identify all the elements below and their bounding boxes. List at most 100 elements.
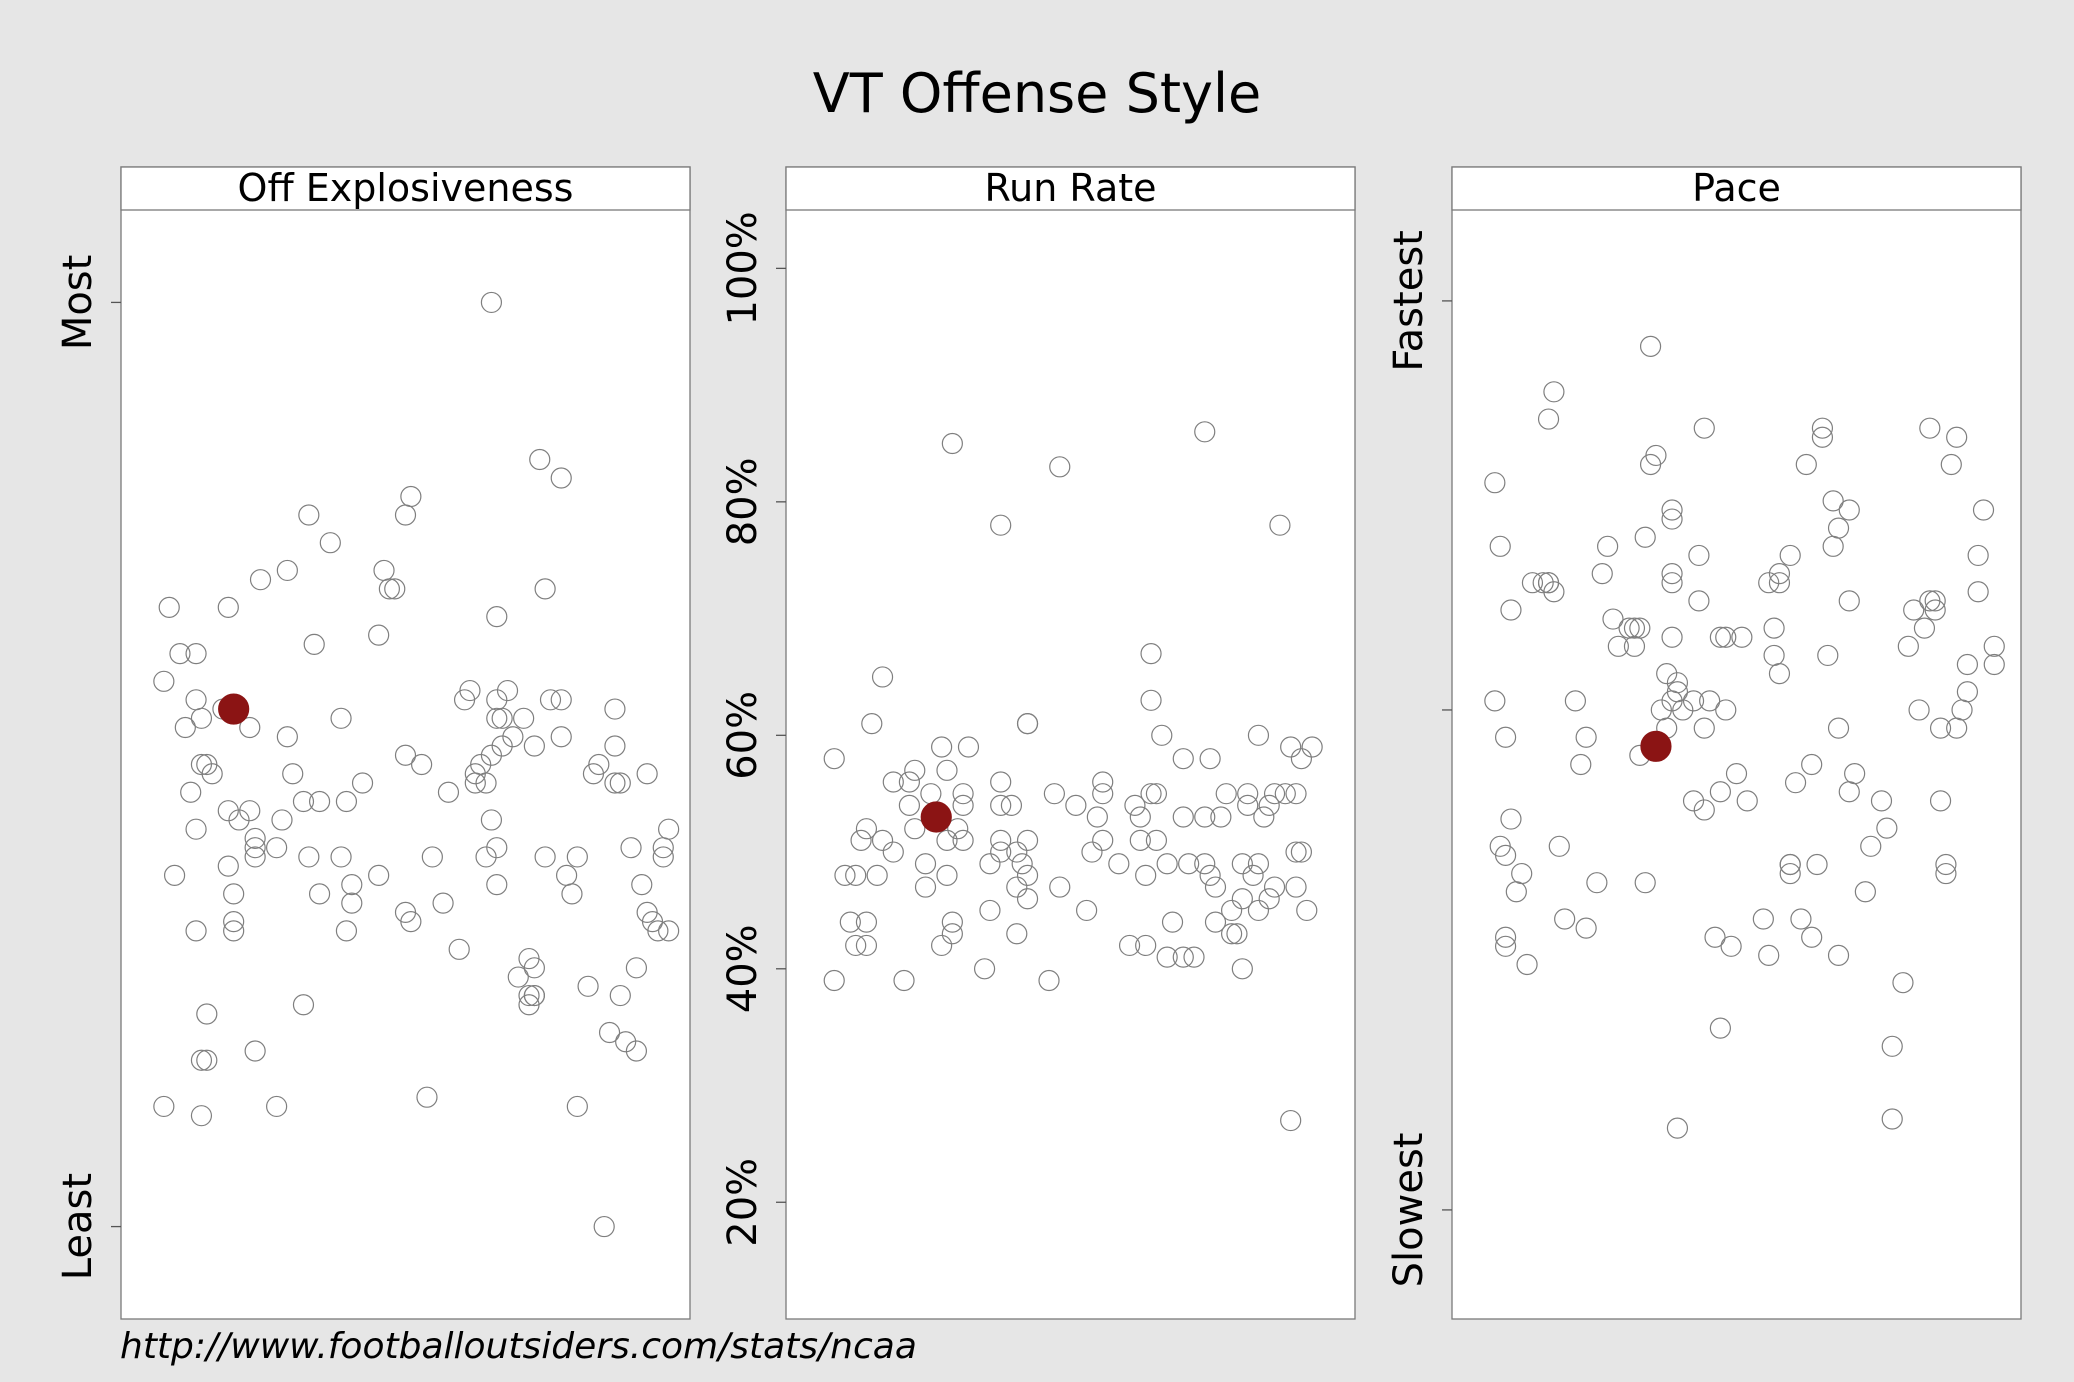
data-point	[1500, 599, 1522, 621]
data-point	[566, 846, 588, 868]
data-point	[658, 818, 680, 840]
data-point	[1924, 599, 1946, 621]
data-point	[866, 864, 888, 887]
data-point	[480, 809, 503, 831]
data-point	[882, 841, 904, 863]
data-point	[834, 864, 856, 887]
data-point	[850, 829, 872, 851]
data-point	[882, 771, 904, 793]
data-point	[1140, 783, 1162, 805]
data-point	[1693, 717, 1715, 739]
panel-frame	[785, 166, 1356, 1320]
data-point	[1768, 662, 1791, 685]
data-point	[266, 837, 288, 859]
data-point	[266, 1095, 288, 1118]
data-point	[931, 736, 953, 758]
data-point	[1854, 881, 1876, 903]
data-point	[625, 957, 648, 979]
panel-title: Off Explosiveness	[238, 166, 574, 210]
data-point	[1274, 783, 1296, 805]
data-point	[378, 578, 400, 600]
data-point	[196, 1049, 218, 1071]
data-point	[1016, 864, 1039, 887]
data-point	[1860, 835, 1882, 857]
chart-panels: Off Explosiveness Least Most Run Rate 20% 40%…	[55, 166, 2022, 1320]
data-point	[239, 716, 261, 739]
data-point	[335, 920, 358, 942]
data-point	[990, 829, 1012, 851]
data-point	[1092, 829, 1114, 851]
data-point	[1006, 876, 1028, 898]
data-point	[550, 689, 572, 711]
data-point	[292, 790, 315, 813]
data-point	[1484, 690, 1506, 712]
data-point	[1827, 717, 1850, 739]
data-point	[1709, 1017, 1731, 1039]
highlight-point	[1640, 730, 1672, 762]
data-point	[1929, 790, 1952, 812]
data-point	[1758, 944, 1780, 966]
data-point	[1172, 806, 1194, 828]
data-point	[1634, 526, 1656, 548]
data-point	[217, 596, 239, 618]
data-point	[1231, 888, 1253, 910]
data-point	[1699, 690, 1721, 712]
data-point	[1280, 1109, 1302, 1132]
data-point	[1543, 381, 1565, 403]
panel-strip	[1451, 166, 2022, 211]
data-point	[1178, 853, 1200, 875]
data-point	[180, 781, 202, 803]
y-tick-label: Most	[55, 255, 101, 351]
data-point	[1940, 453, 1962, 476]
data-point	[1892, 972, 1914, 994]
data-point	[1543, 581, 1565, 603]
data-point	[486, 606, 508, 628]
data-point	[1935, 862, 1957, 885]
data-point	[228, 809, 250, 831]
data-point	[1629, 617, 1651, 639]
data-point	[411, 753, 433, 776]
data-point	[1688, 544, 1710, 567]
data-point	[1290, 748, 1313, 770]
data-point	[1258, 888, 1280, 910]
data-point	[604, 698, 626, 720]
data-point	[1548, 835, 1570, 857]
data-point	[855, 934, 878, 957]
data-point	[1016, 888, 1039, 910]
data-point	[1156, 946, 1178, 968]
data-point	[1247, 724, 1270, 746]
data-point	[947, 818, 969, 840]
data-point	[871, 666, 894, 688]
data-point	[486, 707, 508, 729]
data-point	[898, 794, 921, 816]
data-point	[871, 829, 894, 851]
data-point	[1006, 923, 1028, 945]
data-point	[615, 1031, 637, 1053]
data-point	[169, 642, 191, 665]
data-point	[1838, 499, 1860, 521]
data-point	[647, 920, 669, 942]
data-point	[1081, 841, 1103, 863]
data-point	[1913, 617, 1936, 639]
y-tick-label: 40%	[720, 924, 766, 1013]
data-point	[1253, 806, 1275, 828]
data-point	[1231, 958, 1253, 980]
data-point	[1118, 934, 1141, 957]
data-point	[244, 837, 266, 859]
data-point	[1269, 514, 1291, 536]
data-point	[1237, 783, 1259, 805]
data-point	[518, 984, 540, 1007]
data-point	[1709, 781, 1731, 803]
data-point	[1575, 917, 1597, 939]
data-point	[529, 448, 551, 471]
data-point	[1172, 946, 1194, 968]
data-point	[936, 759, 958, 781]
data-point	[1682, 790, 1705, 812]
data-point	[1634, 872, 1656, 894]
data-point	[931, 934, 953, 957]
data-point	[904, 818, 926, 840]
data-point	[185, 818, 207, 840]
data-point	[335, 790, 358, 813]
data-point	[625, 1040, 648, 1062]
